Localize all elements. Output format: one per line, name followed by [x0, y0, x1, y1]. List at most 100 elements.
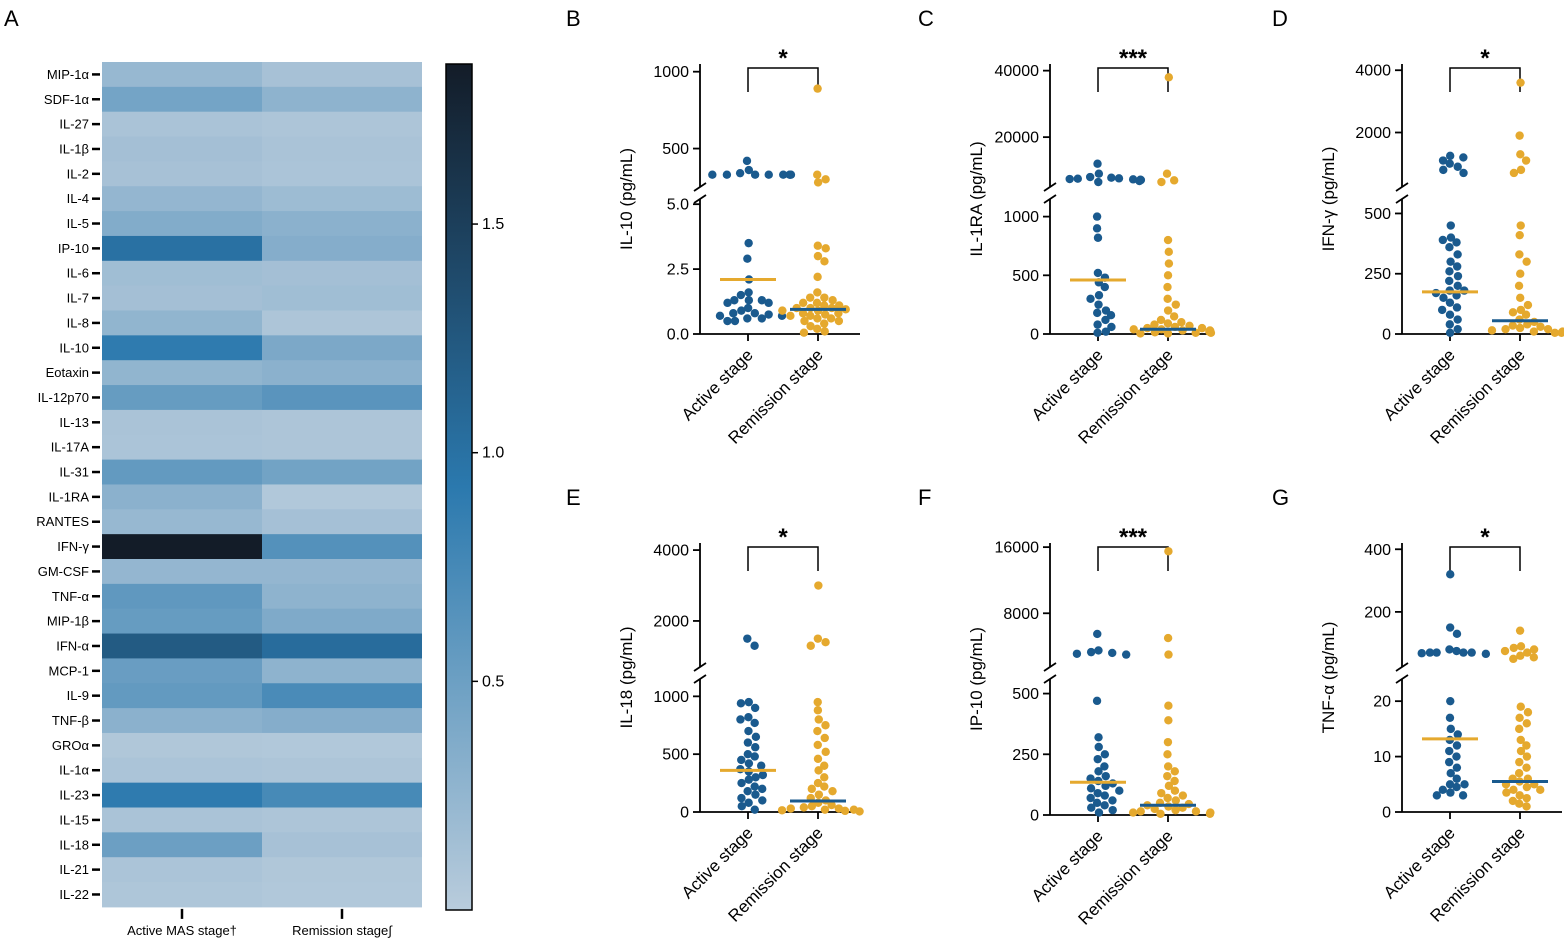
data-point-remission	[820, 310, 830, 319]
data-point-active	[1452, 752, 1461, 761]
heatmap-row-label: IL-9	[67, 688, 89, 703]
heatmap-cell	[102, 285, 262, 311]
data-point-remission	[1164, 247, 1173, 257]
data-point-active	[1467, 648, 1476, 657]
data-point-remission	[1163, 271, 1173, 280]
data-point-remission	[821, 638, 830, 647]
data-point-active	[737, 802, 746, 811]
heatmap-row-label: IL-8	[67, 315, 89, 330]
data-point-active	[1065, 174, 1074, 184]
data-point-active	[779, 170, 788, 179]
heatmap-cell	[262, 385, 422, 411]
data-point-active	[744, 697, 753, 707]
y-axis-label: IP-10 (pg/mL)	[967, 627, 986, 731]
data-point-remission	[812, 298, 822, 308]
colorbar-tick-label: 0.5	[482, 673, 504, 690]
data-point-remission	[1522, 793, 1531, 803]
heatmap-cell	[102, 459, 262, 485]
data-point-active	[1452, 646, 1461, 656]
data-point-remission	[1523, 300, 1533, 310]
data-point-active	[1445, 276, 1454, 286]
data-point-remission	[814, 715, 823, 724]
data-point-active	[737, 755, 746, 765]
data-point-remission	[1522, 719, 1532, 728]
data-point-active	[750, 782, 759, 791]
data-point-remission	[1164, 73, 1174, 82]
data-point-active	[1446, 788, 1455, 797]
significance-marker: *	[778, 45, 788, 72]
data-point-remission	[1516, 293, 1525, 303]
data-point-active	[1445, 746, 1454, 756]
y-tick-label: 2000	[653, 613, 689, 630]
data-point-remission	[1205, 809, 1215, 818]
heatmap-cell	[262, 633, 422, 659]
heatmap-row-label: IL-17A	[51, 440, 90, 455]
data-point-remission	[1557, 328, 1564, 337]
y-axis-label: IFN-γ (pg/mL)	[1319, 147, 1338, 252]
data-point-active	[1108, 805, 1117, 815]
heatmap-cell	[262, 608, 422, 635]
heatmap-cell	[262, 832, 422, 858]
y-tick-label: 0	[1030, 327, 1039, 344]
data-point-remission	[1515, 323, 1525, 333]
data-point-active	[1453, 281, 1462, 290]
data-point-remission	[1163, 771, 1172, 781]
heatmap-column-label: Remission stage∫	[292, 923, 393, 938]
heatmap-row-label: IL-1α	[59, 763, 89, 778]
data-point-remission	[819, 301, 829, 310]
heatmap-cell	[102, 310, 262, 336]
data-point-remission	[1502, 788, 1511, 797]
data-point-remission	[821, 175, 830, 184]
data-point-active	[1094, 291, 1104, 300]
data-point-active	[1087, 803, 1096, 812]
data-point-active	[1445, 713, 1455, 722]
data-point-remission	[1516, 642, 1526, 651]
y-tick-label: 500	[1364, 206, 1391, 223]
heatmap-cell	[102, 211, 262, 237]
heatmap-cell	[102, 633, 262, 659]
y-tick-label: 5.0	[667, 197, 689, 214]
data-point-active	[1425, 648, 1435, 657]
data-point-active	[736, 699, 746, 708]
data-point-remission	[806, 311, 815, 321]
data-point-active	[1073, 174, 1082, 183]
y-tick-label: 500	[662, 747, 689, 764]
y-tick-label: 1000	[653, 689, 689, 706]
axis-break-mark	[1395, 674, 1409, 684]
data-point-active	[750, 170, 760, 179]
data-point-active	[743, 749, 753, 759]
data-point-remission	[813, 706, 823, 715]
data-point-active	[750, 805, 759, 814]
data-point-active	[1100, 282, 1110, 292]
data-point-active	[1432, 648, 1441, 657]
data-point-active	[723, 298, 732, 308]
heatmap-cell	[262, 782, 422, 808]
heatmap-row-label: IL-7	[67, 291, 89, 306]
data-point-active	[1438, 156, 1448, 165]
data-point-active	[1417, 649, 1426, 658]
y-axis-label: IL-1RA (pg/mL)	[967, 141, 986, 256]
data-point-remission	[1206, 328, 1216, 338]
data-point-active	[1100, 750, 1110, 759]
y-tick-label: 4000	[653, 543, 689, 560]
data-point-active	[744, 288, 753, 297]
data-point-active	[764, 310, 773, 319]
data-point-remission	[828, 296, 837, 305]
data-point-remission	[813, 778, 823, 788]
data-point-remission	[1500, 646, 1510, 656]
heatmap-row-label: IL-6	[67, 266, 89, 281]
axis-break-mark	[1395, 662, 1409, 672]
heatmap-row-label: TNF-α	[52, 589, 90, 604]
data-point-remission	[1514, 724, 1524, 734]
data-point-active	[1445, 320, 1454, 329]
data-point-active	[1094, 742, 1103, 752]
heatmap-row-label: GROα	[52, 738, 90, 753]
data-point-remission	[1522, 782, 1532, 792]
data-point-active	[1093, 320, 1102, 329]
data-point-active	[722, 170, 732, 179]
significance-marker: *	[1480, 524, 1490, 551]
data-point-active	[715, 311, 725, 321]
axis-break-mark	[1395, 194, 1409, 204]
heatmap-cell	[262, 235, 422, 262]
heatmap-row-label: TNF-β	[52, 713, 89, 728]
